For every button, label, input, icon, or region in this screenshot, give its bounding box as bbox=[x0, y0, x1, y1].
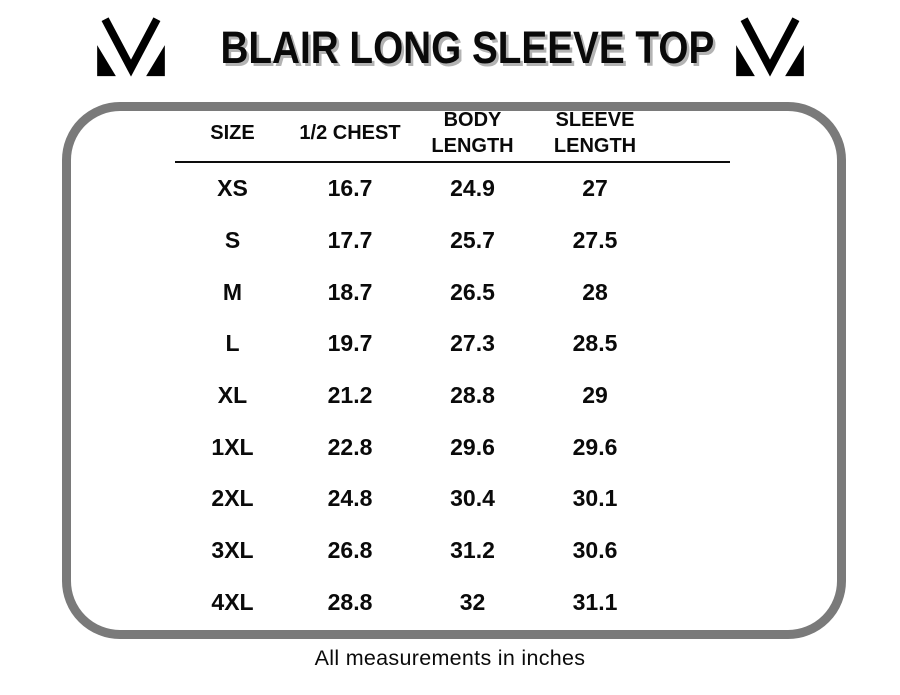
cell-half-chest: 18.7 bbox=[327, 278, 373, 305]
column-header-sleeve-length: SLEEVE LENGTH bbox=[553, 109, 637, 157]
cell-size: L bbox=[225, 330, 240, 357]
cell-half-chest: 24.8 bbox=[327, 485, 373, 512]
cell-half-chest: 17.7 bbox=[327, 227, 373, 254]
brand-logo-right bbox=[734, 16, 806, 80]
table-row: S 17.7 25.7 27.5 bbox=[175, 215, 730, 267]
column-header-body-length: BODY LENGTH bbox=[431, 109, 514, 157]
cell-body-length: 24.9 bbox=[450, 175, 495, 202]
cell-half-chest: 26.8 bbox=[327, 537, 373, 564]
cell-half-chest: 16.7 bbox=[327, 175, 373, 202]
table-row: XL 21.2 28.8 29 bbox=[175, 370, 730, 422]
cell-sleeve-length: 29.6 bbox=[572, 433, 618, 460]
column-header-half-chest: 1/2 CHEST bbox=[299, 121, 401, 144]
column-header-size: SIZE bbox=[210, 121, 255, 144]
page-title: BLAIR LONG SLEEVE TOP bbox=[219, 22, 714, 73]
cell-body-length: 27.3 bbox=[450, 330, 495, 357]
m-logo-icon bbox=[96, 17, 165, 77]
cell-sleeve-length: 31.1 bbox=[572, 588, 618, 615]
cell-size: XS bbox=[217, 175, 248, 202]
cell-sleeve-length: 30.6 bbox=[572, 537, 618, 564]
table-row: 4XL 28.8 32 31.1 bbox=[175, 577, 730, 629]
cell-sleeve-length: 27 bbox=[582, 175, 608, 202]
table-row: 1XL 22.8 29.6 29.6 bbox=[175, 421, 730, 473]
cell-sleeve-length: 29 bbox=[582, 382, 608, 409]
cell-body-length: 26.5 bbox=[450, 278, 495, 305]
cell-sleeve-length: 28 bbox=[582, 278, 608, 305]
size-table: SIZE 1/2 CHEST BODY LENGTH SLEEVE LENGTH… bbox=[175, 108, 730, 628]
table-header-row: SIZE 1/2 CHEST BODY LENGTH SLEEVE LENGTH bbox=[175, 108, 730, 163]
cell-half-chest: 19.7 bbox=[327, 330, 373, 357]
chart-frame bbox=[62, 102, 846, 639]
cell-body-length: 29.6 bbox=[450, 433, 495, 460]
cell-body-length: 32 bbox=[459, 588, 486, 615]
table-row: XS 16.7 24.9 27 bbox=[175, 163, 730, 215]
cell-size: 1XL bbox=[211, 433, 254, 460]
brand-logo-left bbox=[95, 16, 167, 80]
cell-half-chest: 28.8 bbox=[327, 588, 373, 615]
cell-sleeve-length: 30.1 bbox=[572, 485, 618, 512]
cell-body-length: 30.4 bbox=[450, 485, 495, 512]
cell-sleeve-length: 27.5 bbox=[572, 227, 618, 254]
cell-body-length: 28.8 bbox=[450, 382, 495, 409]
cell-body-length: 31.2 bbox=[450, 537, 495, 564]
cell-half-chest: 22.8 bbox=[327, 433, 373, 460]
cell-size: 2XL bbox=[211, 485, 254, 512]
cell-size: 3XL bbox=[211, 537, 254, 564]
table-row: M 18.7 26.5 28 bbox=[175, 266, 730, 318]
table-row: L 19.7 27.3 28.5 bbox=[175, 318, 730, 370]
table-row: 3XL 26.8 31.2 30.6 bbox=[175, 525, 730, 577]
cell-size: 4XL bbox=[211, 588, 254, 615]
table-row: 2XL 24.8 30.4 30.1 bbox=[175, 473, 730, 525]
cell-body-length: 25.7 bbox=[450, 227, 495, 254]
cell-sleeve-length: 28.5 bbox=[572, 330, 618, 357]
cell-size: M bbox=[222, 278, 243, 305]
cell-size: XL bbox=[217, 382, 248, 409]
header: BLAIR LONG SLEEVE TOP bbox=[0, 0, 900, 96]
cell-size: S bbox=[224, 227, 241, 254]
m-logo-icon bbox=[735, 17, 804, 77]
footer-note: All measurements in inches bbox=[314, 646, 586, 670]
cell-half-chest: 21.2 bbox=[327, 382, 373, 409]
